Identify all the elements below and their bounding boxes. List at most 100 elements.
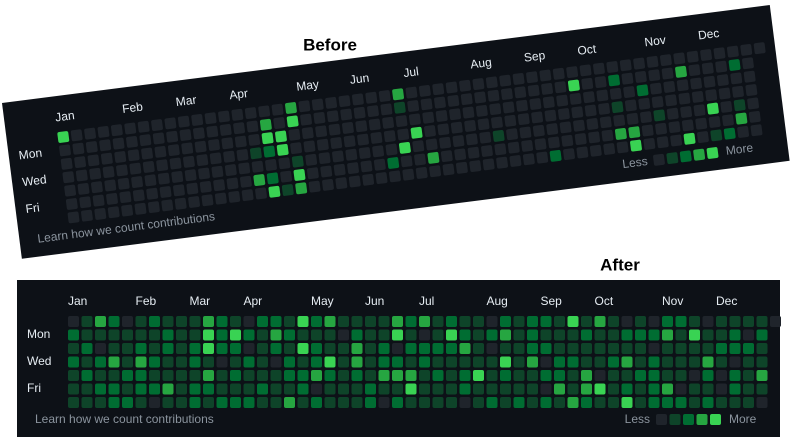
contribution-cell	[419, 370, 430, 381]
contribution-cell	[284, 356, 295, 368]
contribution-cell	[385, 143, 398, 156]
contribution-cell	[486, 356, 498, 368]
contribution-cell	[206, 125, 219, 138]
contribution-cell	[216, 316, 228, 327]
contribution-cell	[149, 343, 160, 354]
contribution-cell	[459, 356, 471, 368]
contribution-cell	[419, 316, 430, 327]
contribution-cell	[559, 121, 572, 134]
contribution-cell	[291, 155, 304, 168]
contribution-cell	[166, 130, 179, 143]
contribution-cell	[131, 176, 144, 188]
contribution-cell	[392, 343, 403, 354]
contribution-cell	[265, 159, 277, 171]
contribution-cell	[95, 383, 106, 395]
contribution-cell	[594, 76, 607, 88]
contribution-cell	[89, 167, 102, 180]
contribution-cell	[324, 397, 336, 408]
contribution-cell	[214, 192, 227, 205]
contribution-cell	[338, 95, 351, 108]
contribution-cell	[753, 42, 766, 55]
contribution-cell	[527, 383, 538, 395]
contribution-cell	[747, 97, 760, 110]
contribution-cell	[284, 383, 295, 395]
contribution-cell	[203, 370, 214, 381]
contribution-cell	[162, 329, 174, 341]
month-label: Apr	[244, 294, 263, 308]
contribution-cell	[567, 316, 579, 327]
contribution-cell	[365, 383, 376, 395]
contribution-cell	[297, 370, 309, 381]
contribution-cell	[297, 383, 309, 395]
contribution-cell	[392, 88, 404, 101]
contribution-cell	[621, 343, 633, 354]
legend-swatch	[710, 414, 721, 425]
contribution-cell	[702, 356, 714, 368]
contribution-cell	[122, 370, 133, 381]
contribution-cell	[594, 383, 606, 395]
contribution-cell	[648, 69, 661, 82]
contribution-cell	[164, 117, 177, 130]
contribution-cell	[588, 131, 601, 144]
contribution-cell	[257, 329, 268, 341]
contribution-cell	[439, 136, 452, 149]
contribution-cell	[630, 139, 642, 152]
contribution-cell	[378, 383, 390, 395]
contribution-cell	[117, 177, 130, 190]
legend-less: Less	[621, 154, 648, 171]
contribution-cell	[465, 133, 478, 146]
contribution-cell	[743, 316, 754, 327]
contribution-cell	[729, 356, 741, 368]
contribution-cell	[608, 356, 619, 368]
contribution-cell	[298, 100, 311, 113]
contribution-cell	[97, 125, 110, 138]
contribution-cell	[365, 356, 376, 368]
contribution-cell	[686, 50, 699, 63]
contribution-cell	[635, 383, 646, 395]
contribution-cell	[392, 383, 403, 395]
contribution-cell	[345, 148, 358, 161]
contribution-cell	[540, 329, 552, 341]
contribution-cell	[446, 329, 457, 341]
contribution-cell	[297, 343, 309, 354]
contribution-cell	[189, 397, 201, 408]
contribution-cell	[716, 343, 727, 354]
contribution-cell	[676, 79, 689, 92]
before-title: Before	[303, 35, 357, 54]
contribution-cell	[710, 129, 723, 142]
contribution-cell	[513, 383, 525, 395]
contribution-cell	[442, 163, 455, 176]
contribution-cell	[255, 187, 267, 200]
contribution-cell	[149, 370, 160, 381]
contribution-cell	[542, 96, 555, 109]
contribution-cell	[608, 74, 620, 87]
contribution-cell	[134, 202, 147, 215]
month-label: May	[311, 294, 334, 308]
contribution-cell	[372, 145, 385, 158]
contribution-cell	[419, 329, 430, 341]
contribution-cell	[519, 126, 532, 139]
contribution-cell	[203, 397, 214, 408]
contribution-cell	[437, 123, 450, 136]
contribution-cell	[621, 397, 633, 408]
contribution-cell	[68, 370, 79, 381]
contribution-cell	[467, 146, 480, 159]
contribution-cell	[446, 356, 457, 368]
contribution-cell	[135, 343, 147, 354]
contribution-cell	[621, 383, 633, 395]
contribution-cell	[594, 397, 606, 408]
contribution-cell	[146, 187, 159, 200]
contribution-cell	[176, 316, 187, 327]
month-label: Oct	[595, 294, 614, 308]
contribution-cell	[743, 343, 754, 354]
contribution-cell	[567, 397, 579, 408]
contribution-cell	[68, 397, 79, 408]
contribution-cell	[648, 356, 660, 368]
contribution-cell	[365, 316, 376, 327]
contribution-cell	[473, 356, 484, 368]
contribution-cell	[693, 104, 706, 117]
contribution-cell	[226, 177, 239, 190]
contribution-cell	[139, 134, 152, 147]
contribution-cell	[297, 316, 309, 327]
contribution-cell	[459, 329, 471, 341]
